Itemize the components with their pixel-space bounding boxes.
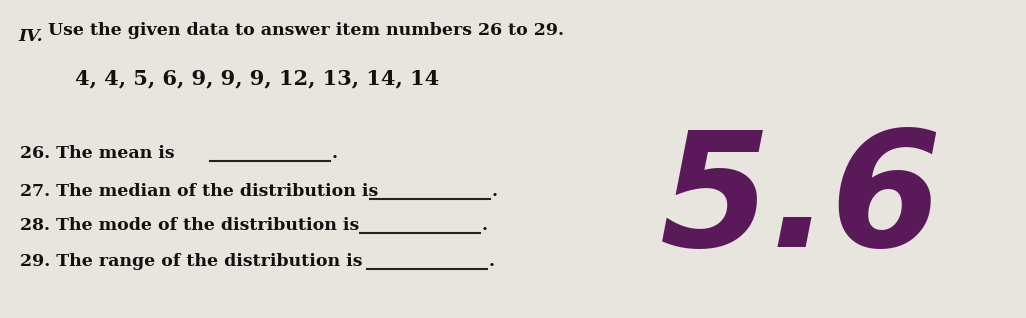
Text: .: . — [332, 145, 338, 162]
Text: 5.6: 5.6 — [660, 125, 943, 280]
Text: .: . — [482, 217, 488, 234]
Text: 28. The mode of the distribution is: 28. The mode of the distribution is — [19, 217, 359, 234]
Text: .: . — [489, 253, 495, 270]
Text: 27. The median of the distribution is: 27. The median of the distribution is — [19, 183, 379, 200]
Text: IV.: IV. — [18, 28, 43, 45]
Text: 29. The range of the distribution is: 29. The range of the distribution is — [19, 253, 362, 270]
Text: 4, 4, 5, 6, 9, 9, 9, 12, 13, 14, 14: 4, 4, 5, 6, 9, 9, 9, 12, 13, 14, 14 — [75, 68, 439, 88]
Text: 26. The mean is: 26. The mean is — [19, 145, 174, 162]
Text: Use the given data to answer item numbers 26 to 29.: Use the given data to answer item number… — [48, 22, 564, 39]
Text: .: . — [492, 183, 498, 200]
